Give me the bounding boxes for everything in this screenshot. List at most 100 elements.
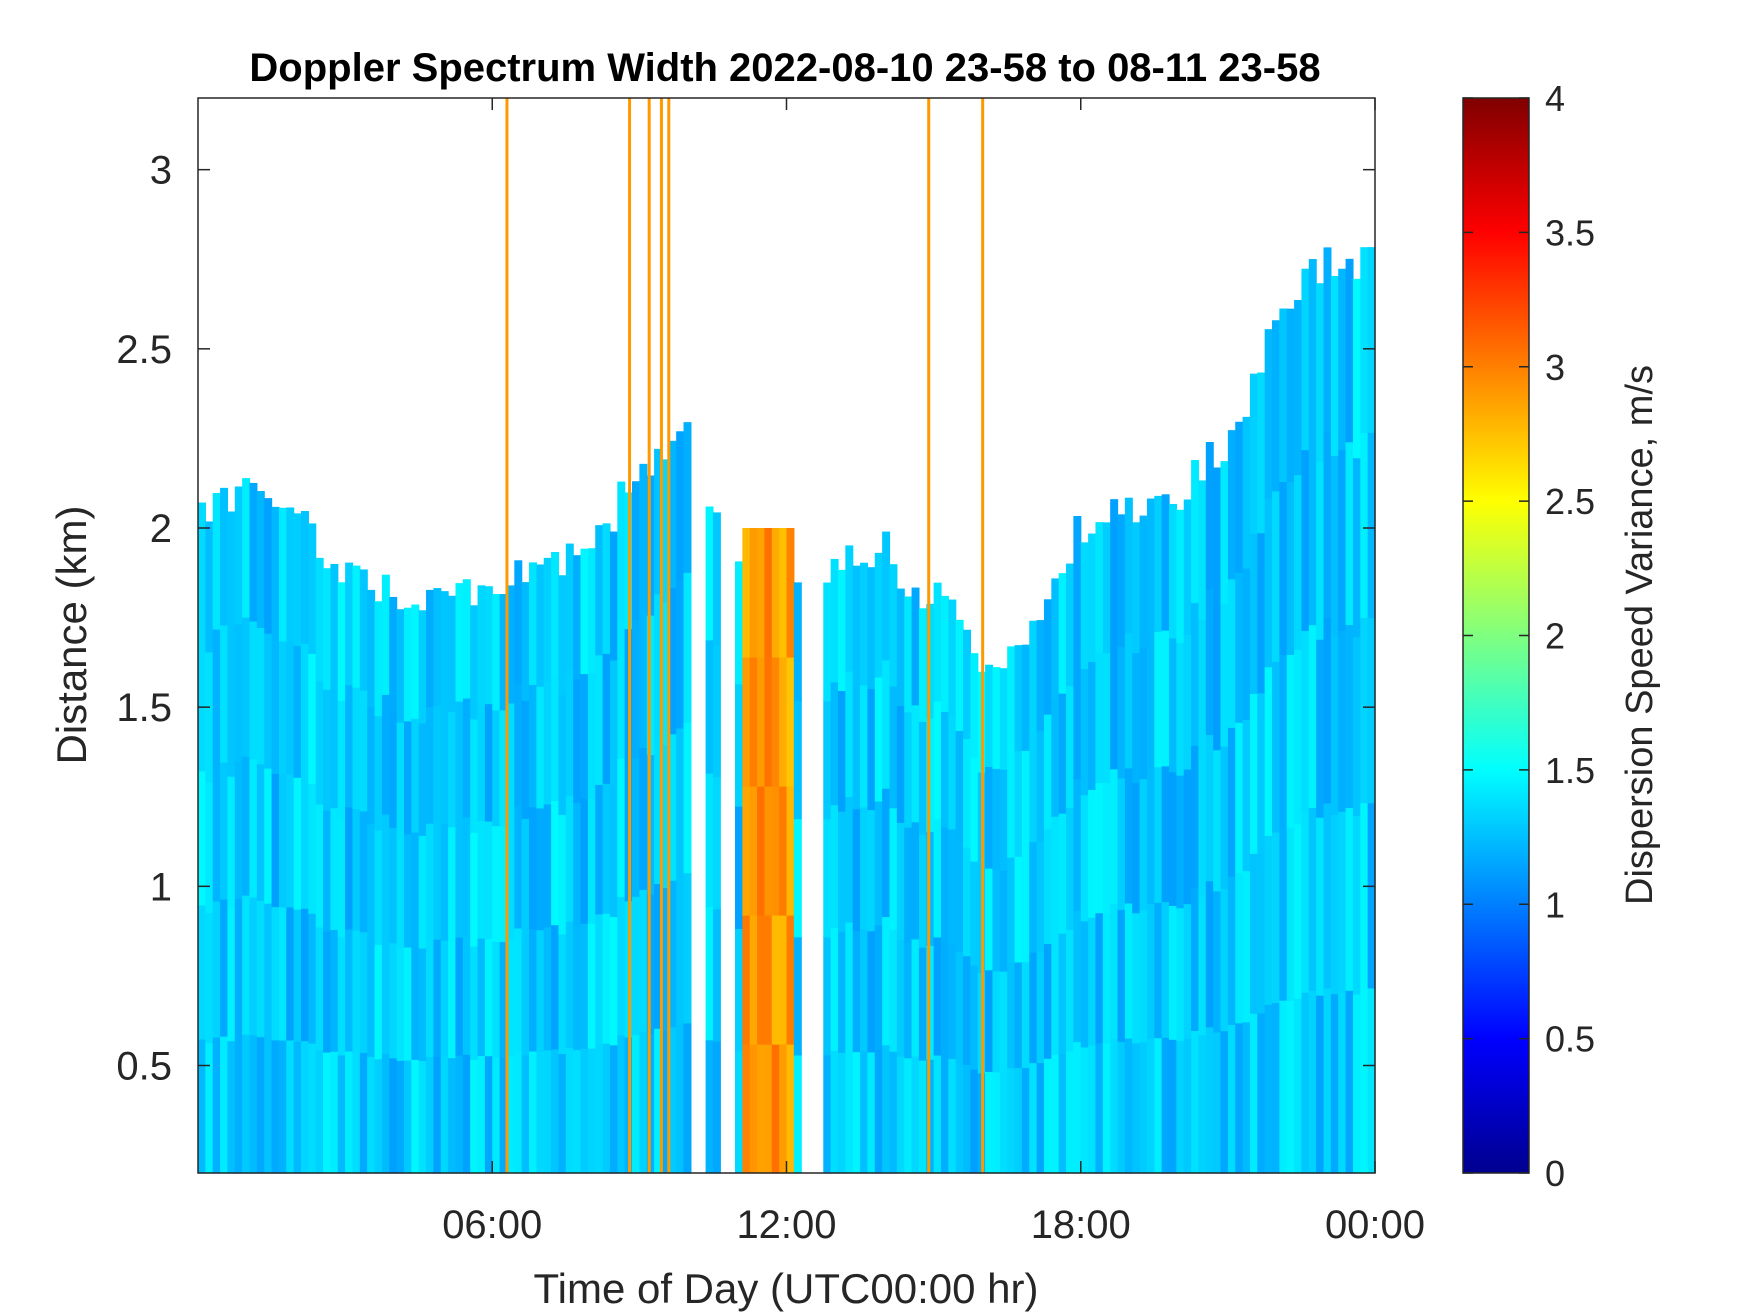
heatmap-cell bbox=[374, 944, 383, 1060]
heatmap-cell bbox=[1279, 481, 1288, 655]
heatmap-cell bbox=[587, 673, 596, 799]
heatmap-cell bbox=[573, 1049, 582, 1174]
heatmap-cell bbox=[948, 828, 957, 945]
heatmap-cell bbox=[212, 628, 221, 766]
heatmap-cell bbox=[337, 1054, 346, 1174]
heatmap-cell bbox=[1169, 637, 1177, 773]
heatmap-cell bbox=[911, 821, 920, 940]
heatmap-cell bbox=[323, 931, 332, 1053]
heatmap-cell bbox=[1073, 516, 1082, 648]
heatmap-cell bbox=[985, 868, 994, 971]
heatmap-cell bbox=[573, 925, 582, 1051]
heatmap-cell bbox=[403, 720, 412, 835]
heatmap-cell bbox=[1257, 1012, 1266, 1174]
heatmap-cell bbox=[1183, 634, 1192, 770]
heatmap-cell bbox=[764, 528, 773, 658]
heatmap-cell bbox=[646, 1033, 655, 1174]
heatmap-cell bbox=[742, 528, 751, 658]
heatmap-cell bbox=[1227, 727, 1236, 877]
heatmap-cell bbox=[198, 770, 206, 906]
heatmap-cell bbox=[242, 1034, 251, 1174]
heatmap-cell bbox=[999, 1072, 1008, 1174]
heatmap-cell bbox=[470, 718, 479, 833]
heatmap-cell bbox=[1227, 578, 1236, 728]
heatmap-cell bbox=[506, 702, 515, 822]
heatmap-cell bbox=[418, 1060, 427, 1174]
heatmap-cell bbox=[609, 788, 618, 918]
heatmap-cell bbox=[543, 680, 552, 805]
heatmap-cell bbox=[609, 659, 618, 789]
heatmap-cell bbox=[837, 569, 846, 692]
heatmap-cell bbox=[462, 935, 471, 1055]
heatmap-cell bbox=[580, 673, 589, 799]
heatmap-cell bbox=[992, 869, 1001, 972]
heatmap-cell bbox=[256, 1036, 265, 1174]
heatmap-cell bbox=[1352, 278, 1361, 459]
heatmap-cell bbox=[234, 761, 243, 899]
heatmap-cell bbox=[462, 579, 471, 699]
heatmap-cell bbox=[676, 431, 685, 581]
heatmap-cell bbox=[654, 738, 663, 884]
chart-title: Doppler Spectrum Width 2022-08-10 23-58 … bbox=[249, 46, 1320, 90]
heatmap-cell bbox=[1286, 481, 1295, 655]
heatmap-cell bbox=[1191, 460, 1200, 604]
heatmap-cell bbox=[705, 906, 714, 1041]
heatmap-cell bbox=[1088, 533, 1097, 663]
heatmap-cell bbox=[1213, 1031, 1222, 1174]
heatmap-cell bbox=[1338, 992, 1347, 1174]
heatmap-cell bbox=[1330, 275, 1339, 456]
heatmap-cell bbox=[999, 971, 1008, 1073]
heatmap-cell bbox=[242, 617, 251, 757]
heatmap-cell bbox=[837, 811, 846, 933]
heatmap-cell bbox=[779, 528, 788, 658]
heatmap-cell bbox=[948, 714, 957, 830]
heatmap-cell bbox=[1051, 697, 1060, 817]
heatmap-cell bbox=[1198, 757, 1207, 897]
heatmap-cell bbox=[1161, 1037, 1170, 1174]
heatmap-cell bbox=[764, 1044, 773, 1174]
heatmap-cell bbox=[359, 931, 368, 1053]
x-axis-label: Time of Day (UTC00:00 hr) bbox=[534, 1265, 1039, 1312]
heatmap-cell bbox=[433, 1056, 442, 1174]
heatmap-cell bbox=[1264, 666, 1273, 837]
heatmap-cell bbox=[617, 896, 626, 1036]
heatmap-cell bbox=[837, 690, 846, 812]
heatmap-cell bbox=[911, 1055, 920, 1174]
heatmap-cell bbox=[1294, 998, 1303, 1174]
heatmap-cell bbox=[926, 717, 935, 833]
heatmap-cell bbox=[867, 1051, 876, 1174]
heatmap-cell bbox=[786, 657, 795, 787]
heatmap-cell bbox=[345, 806, 354, 930]
heatmap-cell bbox=[845, 1047, 854, 1174]
heatmap-cell bbox=[1043, 599, 1052, 715]
heatmap-cell bbox=[771, 786, 780, 916]
heatmap-cell bbox=[1316, 283, 1325, 462]
heatmap-cell bbox=[735, 1050, 743, 1174]
heatmap-cell bbox=[565, 1047, 574, 1174]
heatmap-cell bbox=[1095, 522, 1104, 653]
heatmap-cell bbox=[1169, 503, 1177, 639]
heatmap-cell bbox=[933, 700, 942, 820]
heatmap-cell bbox=[837, 931, 846, 1053]
x-tick-label: 18:00 bbox=[1031, 1203, 1131, 1247]
heatmap-cell bbox=[1132, 912, 1141, 1044]
heatmap-cell bbox=[565, 921, 574, 1048]
heatmap-cell bbox=[683, 722, 692, 874]
heatmap-cell bbox=[830, 927, 839, 1051]
heatmap-cell bbox=[411, 945, 420, 1060]
heatmap-cell bbox=[889, 564, 898, 687]
heatmap-cell bbox=[860, 562, 869, 686]
heatmap-cell bbox=[1367, 987, 1376, 1174]
heatmap-cell bbox=[735, 806, 743, 929]
heatmap-cell bbox=[1058, 573, 1067, 694]
heatmap-cell bbox=[963, 847, 972, 957]
heatmap-cell bbox=[1080, 1046, 1089, 1174]
heatmap-cell bbox=[1183, 1038, 1192, 1174]
heatmap-cell bbox=[256, 763, 265, 901]
heatmap-cell bbox=[793, 1054, 802, 1174]
heatmap-cell bbox=[1227, 430, 1236, 580]
heatmap-cell bbox=[278, 906, 287, 1041]
heatmap-cell bbox=[896, 822, 905, 940]
heatmap-cell bbox=[1176, 509, 1185, 643]
heatmap-cell bbox=[492, 709, 501, 827]
